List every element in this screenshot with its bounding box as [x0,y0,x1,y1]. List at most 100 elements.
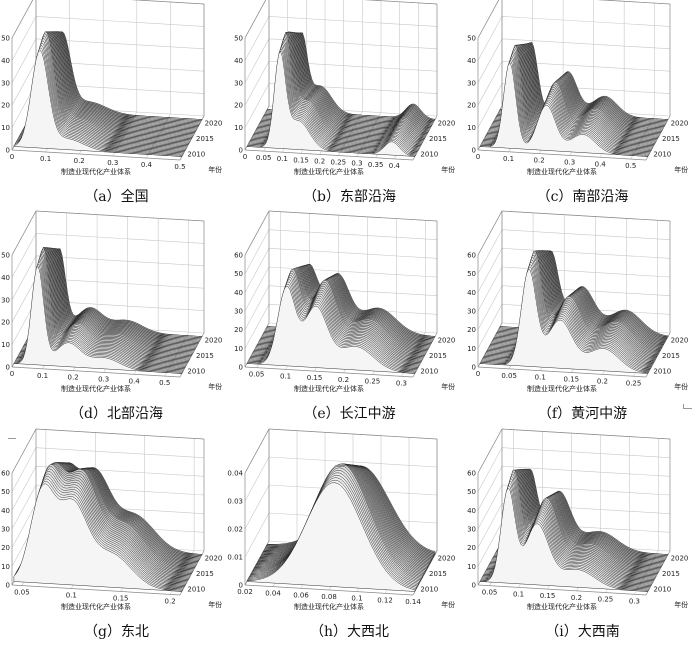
year-tick-label: 2020 [671,336,689,344]
chart-panel-g: 0 10 20 30 40 50 60 0.05 0.1 0.15 0.2 2010 2015 2020 制… [0,428,233,652]
y-tick-label: 0.01 [227,554,243,562]
x-tick-label: 0.25 [598,596,614,604]
x-axis-label: 制造业现代化产业体系 [294,602,364,611]
x-tick-label: 0 [10,370,14,378]
ridge-slice [33,248,203,337]
x-axis-label: 制造业现代化产业体系 [294,167,364,176]
y-tick-label: 50 [467,35,476,43]
axis-frame-edge [645,550,671,596]
axis-frame-edge [244,584,414,596]
ridge-slice [246,482,416,592]
y-tick-label: 40 [467,57,476,65]
x-tick-label: 0.15 [540,592,556,600]
chart-panel-b: 0 10 20 30 40 50 0 0.05 0.1 0.15 0.2 0.25 0.3 0.35 0.4… [233,0,466,217]
year-tick-label: 2020 [205,554,223,562]
year-tick-label: 2010 [653,368,671,376]
ridge-slice [479,268,649,374]
axis-frame-edge [477,428,503,474]
year-tick-label: 2015 [429,135,447,143]
x-tick-label: 0.1 [280,372,291,380]
axis-frame-edge [477,210,503,256]
y-tick-label: 50 [467,270,476,278]
ridge-surface-f [479,249,669,374]
axis-frame-edge [179,332,205,378]
x-tick-label: 0.1 [513,590,524,598]
x-tick-label: 0.05 [501,372,517,380]
year-tick-label: 2020 [671,119,689,127]
year-tick-label: 2010 [420,586,438,594]
y-tick-label: 30 [1,526,10,534]
y-gridline [477,16,671,61]
axis-frame-edge [11,584,181,596]
y-gridline [244,16,438,61]
x-tick-label: 0.5 [174,163,185,171]
year-tick-label: 2020 [438,119,456,127]
x-gridline [164,220,190,377]
y-tick-label: 0 [239,364,243,372]
y-tick-label: 20 [1,102,10,110]
edge-mark-right [683,404,692,409]
ridge-surface-g [13,462,203,592]
y-tick-label: 50 [234,35,243,43]
y-tick-label: 0 [472,582,476,590]
x-tick-label: 0.5 [159,379,170,387]
x-tick-label: 0.1 [37,372,48,380]
axis-frame-edge [11,0,34,39]
y-tick-label: 40 [1,274,10,282]
chart-caption: （i）大西南 [545,624,620,640]
y-tick-label: 0.03 [227,498,243,506]
x-tick-label: 0.15 [307,374,323,382]
x-axis-label: 制造业现代化产业体系 [61,384,131,393]
y-tick-label: 10 [1,563,10,571]
year-axis-label: 年份 [674,165,688,174]
x-axis-label: 制造业现代化产业体系 [61,602,131,611]
x-tick-label: 0 [476,370,480,378]
year-tick-label: 2010 [420,368,438,376]
axis-frame-edge [477,149,647,161]
year-axis-label: 年份 [674,600,688,609]
year-axis-label: 年份 [441,382,455,391]
grid-lines-c [477,0,671,161]
y-tick-label: 10 [467,563,476,571]
x-tick-label: 0 [243,153,247,161]
x-tick-label: 0.2 [571,594,582,602]
x-tick-label: 0 [476,153,480,161]
x-tick-label: 0.12 [377,596,393,604]
x-axis-label: 制造业现代化产业体系 [294,384,364,393]
x-tick-label: 0.06 [293,591,309,599]
y-tick-label: 20 [1,319,10,327]
ridge-surface-e [246,263,436,374]
axis-frame-edge [35,210,205,222]
axis-frame-edge [35,428,205,440]
y-gridline [11,210,205,256]
y-tick-label: 0 [6,582,10,590]
y-tick-label: 0.02 [227,526,243,534]
axis-frame-edge [268,428,438,440]
x-tick-label: 0.08 [321,593,337,601]
chart-caption: （e）长江中游 [303,406,396,422]
x-tick-label: 0.25 [365,378,381,386]
axis-frame-edge [11,210,37,256]
x-gridline [634,438,659,595]
ridge-surface-a [13,31,203,157]
x-tick-label: 0.2 [74,157,85,165]
ridge-slice [479,487,649,592]
axis-frame-edge [477,105,503,151]
year-tick-label: 2010 [187,368,205,376]
chart-caption: （c）南部沿海 [536,189,629,205]
x-tick-label: 0.3 [98,375,109,383]
ridge-chart-g: 0 10 20 30 40 50 60 0.05 0.1 0.15 0.2 2010 2015 2020 制… [1,428,223,611]
chart-caption: （a）全国 [84,189,149,205]
year-tick-label: 2015 [662,570,680,578]
axis-frame-edge [477,0,500,39]
axis-frame-edge [244,366,414,378]
ridge-surface-i [479,468,669,592]
year-tick-label: 2010 [653,151,671,159]
ridge-surface-b [246,31,436,157]
x-tick-label: 0.4 [389,162,401,170]
axis-frame-edge [244,149,414,161]
ridge-chart-b: 0 10 20 30 40 50 0 0.05 0.1 0.15 0.2 0.25 0.3 0.35 0.4… [234,0,456,176]
y-tick-label: 50 [1,35,10,43]
ridge-slice [13,265,183,374]
